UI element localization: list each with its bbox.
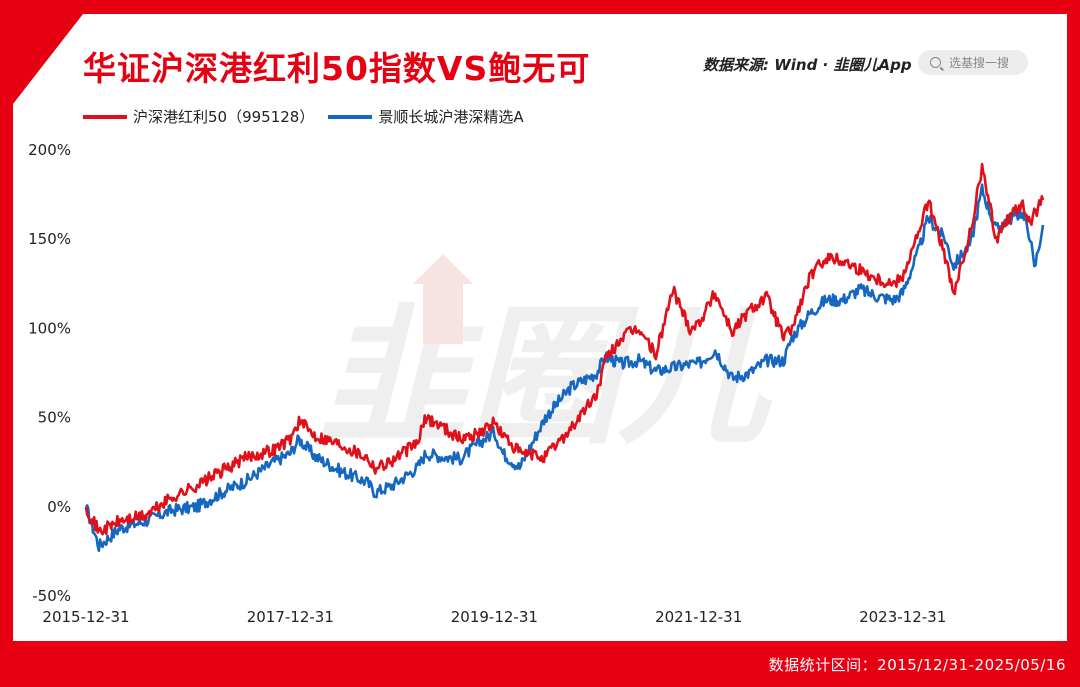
x-tick-label: 2015-12-31	[42, 608, 129, 626]
legend-item-blue: 景顺长城沪港深精选A	[328, 106, 524, 127]
series-lines	[84, 162, 1045, 553]
y-tick-label: 0%	[47, 498, 71, 516]
data-source-label: 数据来源: Wind · 韭圈儿App	[703, 56, 912, 74]
x-tick-label: 2019-12-31	[451, 608, 538, 626]
legend-label-red: 沪深港红利50（995128）	[133, 108, 315, 126]
x-tick-label: 2021-12-31	[655, 608, 742, 626]
y-tick-label: 100%	[28, 319, 71, 337]
legend-swatch-red	[83, 114, 127, 119]
chart-legend: 沪深港红利50（995128） 景顺长城沪港深精选A	[83, 106, 538, 127]
watermark: 韭圈儿	[318, 254, 773, 465]
date-range-footer: 数据统计区间：2015/12/31-2025/05/16	[768, 656, 1066, 674]
x-axis: 2015-12-31 2017-12-31 2019-12-31 2021-12-31…	[42, 608, 946, 626]
search-icon	[930, 57, 941, 68]
y-axis: 200% 150% 100% 50% 0% -50%	[28, 141, 71, 605]
search-placeholder: 选基搜一搜	[949, 56, 1010, 70]
series-line	[84, 162, 1045, 536]
y-tick-label: -50%	[32, 587, 71, 605]
legend-item-red: 沪深港红利50（995128）	[83, 106, 314, 127]
legend-label-blue: 景顺长城沪港深精选A	[378, 108, 524, 126]
watermark-arrow-icon	[413, 254, 473, 344]
corner-accent	[13, 14, 83, 104]
series-line	[85, 183, 1045, 553]
chart-card: 韭圈儿 200% 150% 100% 50% 0% -50% 2015-12-31 2017…	[13, 14, 1067, 641]
y-tick-label: 50%	[38, 409, 71, 427]
y-tick-label: 200%	[28, 141, 71, 159]
page-title: 华证沪深港红利50指数VS鲍无可	[83, 49, 591, 88]
search-box[interactable]: 选基搜一搜	[918, 50, 1028, 75]
line-chart: 韭圈儿 200% 150% 100% 50% 0% -50% 2015-12-31 2017…	[28, 141, 1045, 626]
x-tick-label: 2023-12-31	[859, 608, 946, 626]
x-tick-label: 2017-12-31	[247, 608, 334, 626]
y-tick-label: 150%	[28, 230, 71, 248]
legend-swatch-blue	[328, 114, 373, 119]
